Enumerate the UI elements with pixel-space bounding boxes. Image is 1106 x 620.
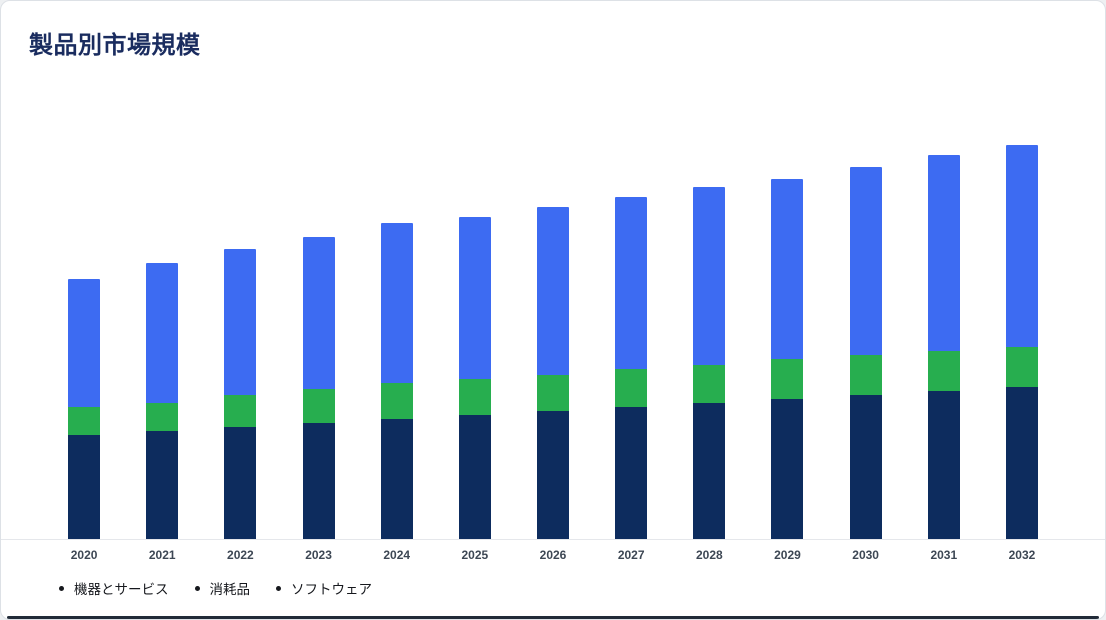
bar-segment[interactable] [224, 427, 257, 539]
bar-column [279, 100, 357, 539]
bar-segment[interactable] [849, 355, 882, 395]
legend-label: 機器とサービス [74, 582, 169, 597]
bar-segment[interactable] [927, 155, 960, 351]
x-axis-label: 2030 [852, 548, 879, 562]
bar-segment[interactable] [771, 359, 804, 399]
bar-segment[interactable] [693, 403, 726, 539]
stacked-bar-2021[interactable] [146, 263, 179, 539]
bar-segment[interactable] [68, 407, 101, 435]
bar-segment[interactable] [615, 407, 648, 539]
bar-segment[interactable] [380, 419, 413, 539]
bar-column [983, 100, 1061, 539]
x-axis-label: 2021 [148, 548, 176, 562]
bar-segment[interactable] [302, 389, 335, 423]
legend-bullet-icon [276, 585, 281, 591]
bar-segment[interactable] [615, 197, 648, 369]
x-axis-labels: 2020 2021 2022 2023 2024 2025 2026 2027 2028 2029… [1, 548, 1105, 562]
bar-segment[interactable] [146, 403, 179, 431]
bar-segment[interactable] [458, 415, 491, 539]
stacked-bar-2024[interactable] [380, 223, 413, 539]
x-axis-label: 2029 [774, 548, 801, 562]
legend-label: ソフトウェア [291, 582, 372, 597]
bar-segment[interactable] [849, 167, 882, 355]
x-axis-label: 2025 [461, 548, 489, 562]
bar-column [358, 100, 436, 539]
stacked-bar-2025[interactable] [458, 217, 491, 539]
stacked-bar-chart: 2020 2021 2022 2023 2024 2025 2026 2027 2028 2029… [1, 100, 1105, 562]
bar-segment[interactable] [458, 379, 491, 415]
bar-segment[interactable] [458, 217, 491, 379]
bar-column [827, 100, 905, 539]
bar-column [201, 100, 279, 539]
bar-column [436, 100, 514, 539]
bar-segment[interactable] [1005, 145, 1038, 347]
x-axis-label: 2028 [695, 548, 723, 562]
stacked-bar-2031[interactable] [927, 155, 960, 539]
bar-segment[interactable] [380, 383, 413, 419]
bar-column [123, 100, 201, 539]
stacked-bar-2020[interactable] [68, 279, 101, 539]
bar-segment[interactable] [146, 263, 179, 403]
bar-column [592, 100, 670, 539]
bar-segment[interactable] [693, 187, 726, 365]
bar-segment[interactable] [537, 411, 570, 539]
bar-segment[interactable] [302, 237, 335, 389]
stacked-bar-2023[interactable] [302, 237, 335, 539]
bar-segment[interactable] [537, 375, 570, 411]
legend-bullet-icon [194, 585, 200, 591]
x-axis-label: 2023 [305, 548, 332, 562]
bar-segment[interactable] [146, 431, 179, 539]
legend: 機器とサービス 消耗品 ソフトウェア [1, 562, 1105, 598]
bar-column [514, 100, 592, 539]
bar-column [748, 100, 826, 539]
bar-segment[interactable] [68, 279, 101, 407]
stacked-bar-2029[interactable] [771, 179, 804, 539]
x-axis-label: 2020 [70, 548, 98, 562]
bar-segment[interactable] [1005, 387, 1038, 539]
bar-segment[interactable] [537, 207, 570, 375]
x-axis-label: 2031 [930, 548, 958, 562]
bar-segment[interactable] [224, 249, 257, 395]
plot-area [1, 100, 1105, 540]
x-axis-label: 2024 [383, 548, 411, 562]
bar-segment[interactable] [927, 351, 960, 391]
bar-column [670, 100, 748, 539]
legend-item[interactable]: ソフトウェア [276, 578, 372, 598]
stacked-bar-2032[interactable] [1005, 145, 1038, 539]
bar-segment[interactable] [224, 395, 257, 427]
stacked-bar-2027[interactable] [615, 197, 648, 539]
x-axis-label: 2026 [539, 548, 567, 562]
bar-segment[interactable] [302, 423, 335, 539]
x-axis-label: 2032 [1008, 548, 1036, 562]
bar-segment[interactable] [771, 399, 804, 539]
legend-bullet-icon [59, 585, 64, 591]
legend-item[interactable]: 消耗品 [194, 578, 251, 598]
x-axis-label: 2022 [227, 548, 254, 562]
bar-segment[interactable] [693, 365, 726, 403]
legend-label: 消耗品 [209, 582, 251, 597]
bar-column [905, 100, 983, 539]
bar-segment[interactable] [927, 391, 960, 539]
bar-column [45, 100, 123, 539]
bar-segment[interactable] [615, 369, 648, 407]
bottom-divider [7, 616, 1099, 619]
stacked-bar-2026[interactable] [537, 207, 570, 539]
x-axis-label: 2027 [617, 548, 645, 562]
stacked-bar-2022[interactable] [224, 249, 257, 539]
bar-segment[interactable] [849, 395, 882, 539]
bar-segment[interactable] [1005, 347, 1038, 387]
stacked-bar-2028[interactable] [693, 187, 726, 539]
legend-item[interactable]: 機器とサービス [59, 578, 169, 598]
stacked-bar-2030[interactable] [849, 167, 882, 539]
bar-segment[interactable] [68, 435, 101, 539]
bar-segment[interactable] [380, 223, 413, 383]
bar-segment[interactable] [771, 179, 804, 359]
chart-title: 製品別市場規模 [29, 32, 201, 59]
